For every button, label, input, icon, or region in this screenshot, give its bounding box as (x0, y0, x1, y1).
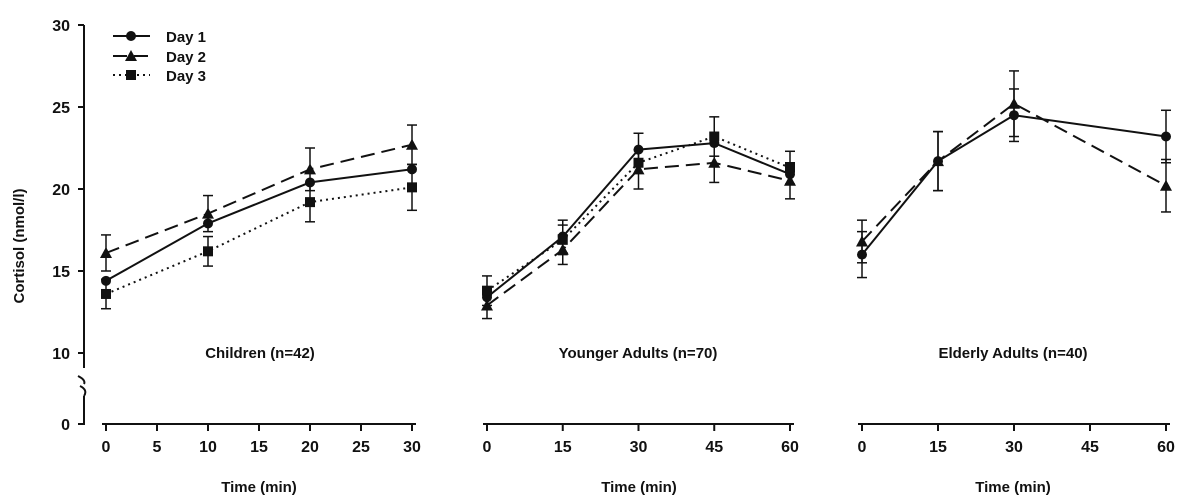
legend-label-day-2: Day 2 (166, 49, 206, 66)
data-point-elderly-adults-day-2-0 (856, 235, 868, 247)
x-axis-title-younger-adults: Time (min) (601, 479, 677, 496)
x-tick-label-younger-adults-60: 60 (781, 439, 799, 456)
legend-marker-day-1 (126, 31, 136, 41)
data-point-elderly-adults-day-1-3 (1161, 131, 1171, 142)
data-point-children-day-3-1 (203, 246, 213, 257)
x-tick-label-elderly-adults-0: 0 (858, 439, 867, 456)
y-axis-title: Cortisol (nmol/l) (11, 189, 28, 304)
x-tick-label-elderly-adults-45: 45 (1081, 439, 1099, 456)
x-tick-label-younger-adults-45: 45 (705, 439, 723, 456)
y-axis: 0 10 15 20 25 30 Cortisol (nmol/l) (11, 18, 87, 434)
data-point-younger-adults-day-3-2 (633, 157, 644, 168)
panel-children: Children (n=42) Time (min) 0 5 10 15 20 25 30 (100, 124, 421, 496)
series-line-children-day-2 (105, 143, 413, 254)
x-tick-label-children-30: 30 (403, 439, 421, 456)
data-point-children-day-2-2 (304, 163, 316, 175)
x-tick-label-children-10: 10 (199, 439, 217, 456)
legend-label-day-1: Day 1 (166, 29, 206, 46)
x-tick-label-younger-adults-0: 0 (483, 439, 492, 456)
y-axis-break-mark (77, 375, 87, 397)
y-tick-label-15: 15 (52, 264, 70, 281)
x-tick-label-younger-adults-15: 15 (554, 439, 572, 456)
x-tick-label-younger-adults-30: 30 (630, 439, 648, 456)
x-axis-title-children: Time (min) (221, 479, 297, 496)
legend-label-day-3: Day 3 (166, 68, 206, 85)
y-axis-line-lower (80, 396, 85, 425)
data-point-children-day-3-0 (101, 288, 111, 299)
legend-marker-day-2 (125, 50, 137, 61)
x-tick-label-elderly-adults-15: 15 (929, 439, 947, 456)
series-line-elderly-adults-day-2 (861, 102, 1167, 243)
legend-marker-day-3 (126, 70, 136, 80)
panel-title-elderly-adults: Elderly Adults (n=40) (938, 345, 1087, 362)
panel-elderly-adults: Elderly Adults (n=40) Time (min) 0 15 30 45… (856, 70, 1175, 496)
x-axis-title-elderly-adults: Time (min) (975, 479, 1051, 496)
panel-younger-adults: Younger Adults (n=70) Time (min) 0 15 30 45… (481, 116, 799, 496)
x-tick-label-children-20: 20 (301, 439, 319, 456)
data-point-children-day-3-3 (407, 182, 417, 193)
x-tick-label-elderly-adults-60: 60 (1157, 439, 1175, 456)
data-point-younger-adults-day-2-2 (632, 163, 645, 175)
data-point-elderly-adults-day-2-1 (932, 155, 944, 167)
y-tick-label-0: 0 (61, 417, 70, 434)
data-point-children-day-2-1 (202, 207, 214, 219)
x-tick-label-children-15: 15 (250, 439, 268, 456)
legend: Day 1 Day 2 Day 3 (113, 29, 206, 85)
x-tick-label-children-25: 25 (352, 439, 370, 456)
data-point-younger-adults-day-3-0 (482, 285, 492, 296)
series-line-children-day-1 (105, 168, 413, 282)
series-line-children-day-3 (105, 186, 413, 295)
y-tick-label-20: 20 (52, 182, 70, 199)
data-point-younger-adults-day-3-3 (709, 131, 720, 142)
legend-item-day-1: Day 1 (113, 29, 206, 46)
y-tick-label-10: 10 (52, 346, 70, 363)
data-point-younger-adults-day-2-3 (708, 156, 721, 168)
data-point-children-day-2-0 (100, 246, 112, 258)
legend-item-day-3: Day 3 (113, 68, 206, 85)
data-point-children-day-3-2 (305, 197, 315, 208)
data-point-elderly-adults-day-2-2 (1008, 97, 1020, 109)
x-tick-label-children-0: 0 (102, 439, 111, 456)
data-point-younger-adults-day-3-4 (785, 162, 795, 173)
panel-title-younger-adults: Younger Adults (n=70) (559, 345, 718, 362)
legend-item-day-2: Day 2 (113, 49, 206, 66)
series-line-elderly-adults-day-1 (861, 114, 1167, 256)
y-ticks: 0 10 15 20 25 30 (52, 18, 84, 434)
x-tick-label-children-5: 5 (153, 439, 162, 456)
x-tick-label-elderly-adults-30: 30 (1005, 439, 1023, 456)
y-tick-label-30: 30 (52, 18, 70, 35)
y-tick-label-25: 25 (52, 100, 70, 117)
data-point-elderly-adults-day-2-3 (1160, 179, 1172, 191)
panel-title-children: Children (n=42) (205, 345, 315, 362)
series-line-younger-adults-day-2 (486, 161, 791, 307)
data-point-children-day-2-3 (406, 138, 418, 150)
data-point-younger-adults-day-3-1 (557, 234, 568, 245)
